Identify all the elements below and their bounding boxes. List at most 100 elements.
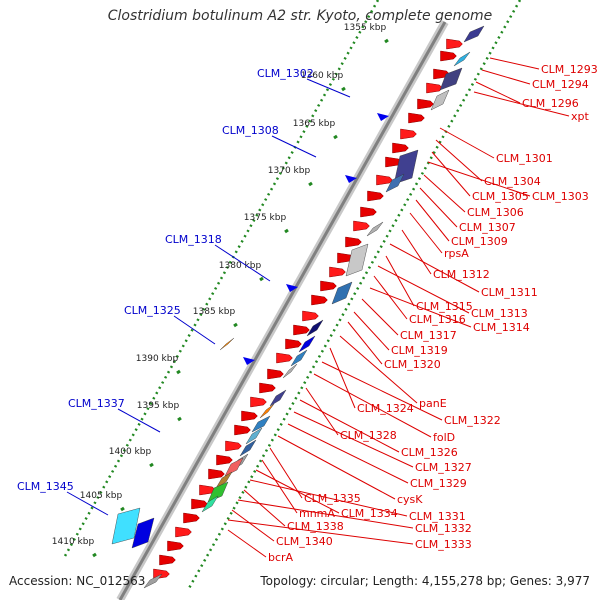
leader-line	[271, 135, 317, 158]
gene-feature	[207, 481, 229, 503]
gene-feature	[276, 352, 293, 364]
reverse-gene-label: CLM_1304	[435, 139, 541, 188]
kbp-tick: 1355 kbp	[344, 23, 389, 44]
gene-feature	[426, 82, 443, 94]
leader-line	[313, 373, 432, 438]
reverse-gene-label: CLM_1311	[389, 243, 538, 299]
gene-name: CLM_1313	[471, 307, 528, 320]
gene-name: CLM_1324	[357, 402, 414, 415]
reverse-gene-label: CLM_1312	[401, 229, 490, 281]
genome-backbone	[116, 20, 449, 600]
gene-feature	[290, 349, 308, 367]
gene-name: CLM_1333	[415, 538, 472, 551]
gene-name: CLM_1314	[473, 321, 530, 334]
gene-name: CLM_1345	[17, 480, 74, 493]
reverse-gene-label: CLM_1333	[227, 519, 472, 551]
gene-feature	[417, 98, 434, 110]
gene-name: CLM_1304	[484, 175, 541, 188]
gene-feature	[259, 382, 276, 394]
gene-name: CLM_1331	[409, 510, 466, 523]
gene-feature	[320, 280, 337, 292]
leader-line	[339, 335, 418, 404]
gene-feature	[440, 50, 457, 62]
leader-line	[353, 311, 390, 351]
reverse-gene-label: CLM_1303	[427, 161, 589, 203]
reverse-gene-label: panE	[339, 335, 447, 410]
leader-line	[66, 491, 109, 516]
leader-line	[214, 244, 271, 282]
gene-name: CLM_1315	[416, 300, 473, 313]
leader-line	[489, 57, 540, 70]
accession-text: Accession: NC_012563	[9, 574, 146, 588]
gene-name: mnmA	[299, 507, 335, 520]
gene-feature	[282, 363, 298, 379]
kbp-tick-mark	[333, 134, 338, 140]
gene-feature	[345, 175, 357, 183]
gene-name: CLM_1311	[481, 286, 538, 299]
gene-feature	[267, 368, 284, 380]
gene-feature	[453, 51, 471, 67]
gene-feature	[345, 236, 362, 248]
gene-name: panE	[419, 397, 447, 410]
reverse-gene-label: CLM_1301	[439, 127, 553, 165]
gene-feature	[241, 410, 258, 422]
reverse-gene-label: mnmA	[261, 459, 335, 520]
kbp-tick-ring-inner	[186, 0, 522, 591]
leader-line	[409, 212, 443, 254]
gene-feature	[201, 495, 219, 513]
gene-name: CLM_1309	[451, 235, 508, 248]
gene-feature	[208, 468, 225, 480]
leader-line	[249, 479, 408, 517]
gene-feature	[331, 281, 353, 305]
reverse-gene-label: CLM_1296	[475, 81, 579, 110]
gene-name: CLM_1329	[410, 477, 467, 490]
gene-feature	[463, 25, 485, 43]
reverse-gene-label: cysK	[277, 435, 423, 506]
leader-line	[481, 69, 531, 85]
gene-feature	[353, 220, 370, 232]
forward-gene-label: CLM_1308	[222, 124, 317, 158]
kbp-tick-mark	[284, 228, 289, 234]
gene-feature	[367, 190, 384, 202]
gene-feature	[131, 517, 155, 549]
gene-feature	[219, 337, 235, 351]
gene-feature	[360, 206, 377, 218]
kbp-tick-label: 1390 kbp	[136, 354, 179, 364]
gene-feature	[159, 554, 176, 566]
gene-name: CLM_1322	[444, 414, 501, 427]
gene-feature	[377, 113, 389, 121]
reverse-gene-label: CLM_1294	[481, 69, 589, 91]
gene-name: CLM_1312	[433, 268, 490, 281]
leader-line	[389, 243, 480, 293]
gene-feature	[345, 243, 369, 277]
gene-feature	[286, 284, 298, 292]
reverse-gene-label: CLM_1331	[249, 479, 466, 523]
gene-feature	[175, 526, 192, 538]
gene-name: CLM_1308	[222, 124, 279, 137]
reverse-gene-label: CLM_1322	[321, 361, 501, 427]
kbp-tick-label: 1410 kbp	[52, 537, 95, 547]
gene-feature	[393, 149, 419, 185]
reverse-gene-label: CLM_1332	[237, 499, 472, 535]
kbp-tick: 1375 kbp	[244, 213, 289, 234]
leader-line	[415, 199, 450, 242]
gene-feature	[376, 174, 393, 186]
kbp-tick-mark	[176, 369, 181, 375]
gene-name: CLM_1307	[459, 221, 516, 234]
gene-feature	[224, 457, 244, 477]
reverse-gene-label: rpsA	[409, 212, 469, 260]
leader-line	[475, 81, 521, 104]
leader-line	[237, 499, 414, 529]
leader-line	[117, 408, 161, 433]
leader-line	[255, 469, 340, 514]
forward-gene-label: CLM_1318	[165, 233, 271, 282]
gene-feature	[446, 38, 463, 50]
gene-feature	[306, 319, 324, 337]
kbp-tick-mark	[92, 552, 97, 558]
gene-name: CLM_1319	[391, 344, 448, 357]
reverse-gene-label: CLM_1313	[377, 265, 528, 320]
gene-feature	[250, 396, 267, 408]
kbp-tick: 1385 kbp	[193, 307, 238, 328]
reverse-gene-label: CLM_1317	[361, 298, 457, 342]
reverse-gene-label: CLM_1319	[353, 311, 448, 357]
